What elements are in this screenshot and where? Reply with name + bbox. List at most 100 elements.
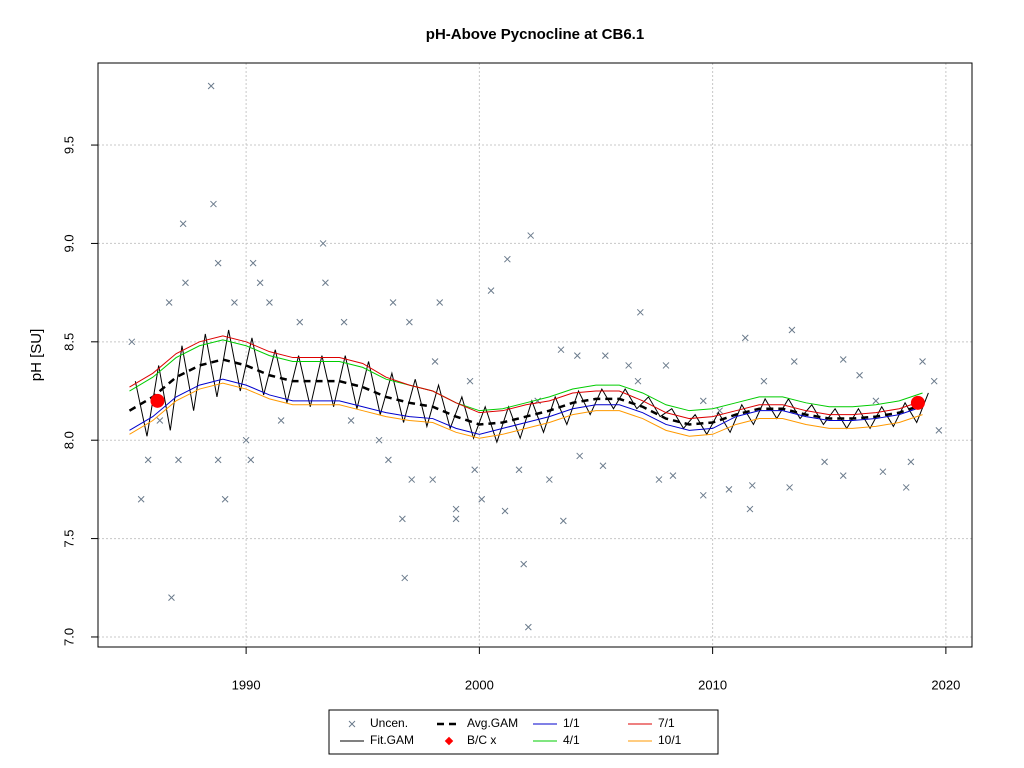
y-axis-label: pH [SU] bbox=[28, 329, 45, 382]
data-point bbox=[296, 318, 304, 326]
legend-label: Avg.GAM bbox=[467, 716, 518, 730]
series-line bbox=[129, 339, 923, 412]
data-point bbox=[699, 397, 707, 405]
legend-swatch bbox=[444, 736, 454, 746]
data-point bbox=[487, 287, 495, 295]
data-point bbox=[401, 574, 409, 582]
data-point bbox=[231, 299, 238, 306]
data-point bbox=[436, 299, 444, 306]
data-point bbox=[786, 484, 793, 491]
data-point bbox=[452, 505, 460, 513]
data-point bbox=[856, 371, 863, 379]
data-point bbox=[599, 462, 607, 470]
data-point bbox=[573, 352, 581, 359]
series-line bbox=[129, 335, 923, 420]
data-point bbox=[322, 279, 329, 287]
data-point bbox=[452, 515, 460, 523]
y-tick-label: 8.0 bbox=[61, 431, 76, 449]
data-point bbox=[576, 452, 584, 460]
y-tick-label: 7.0 bbox=[61, 628, 76, 646]
x-tick-label: 2020 bbox=[931, 677, 960, 692]
data-point bbox=[137, 495, 145, 503]
data-point bbox=[520, 560, 528, 568]
chart-title: pH-Above Pycnocline at CB6.1 bbox=[426, 26, 644, 43]
data-point bbox=[725, 486, 733, 493]
data-point bbox=[266, 299, 273, 306]
legend-label: Uncen. bbox=[370, 716, 408, 730]
y-tick-label: 7.5 bbox=[61, 530, 76, 548]
y-tick-label: 9.0 bbox=[61, 234, 76, 252]
data-point bbox=[399, 515, 406, 523]
data-point bbox=[902, 484, 910, 491]
data-point bbox=[559, 517, 567, 525]
data-point bbox=[879, 468, 887, 476]
data-point bbox=[699, 491, 707, 499]
data-point bbox=[408, 476, 416, 483]
data-point bbox=[385, 456, 392, 464]
legend-swatch bbox=[348, 720, 356, 728]
data-point bbox=[221, 495, 229, 503]
data-point bbox=[277, 417, 285, 424]
legend-label: 4/1 bbox=[563, 733, 580, 747]
data-point bbox=[919, 358, 926, 365]
data-point bbox=[625, 362, 633, 369]
data-point bbox=[634, 377, 642, 385]
data-point bbox=[872, 397, 880, 405]
x-tick-label: 2000 bbox=[465, 677, 494, 692]
data-point bbox=[821, 458, 828, 466]
series-line bbox=[128, 358, 923, 426]
y-tick-label: 9.5 bbox=[61, 136, 76, 154]
data-point bbox=[182, 279, 189, 287]
data-point bbox=[207, 82, 215, 90]
data-point bbox=[601, 352, 609, 359]
data-point bbox=[662, 362, 670, 369]
legend-label: 7/1 bbox=[658, 716, 675, 730]
data-point bbox=[930, 377, 938, 385]
data-point bbox=[669, 472, 677, 479]
data-point bbox=[636, 308, 644, 316]
data-point bbox=[515, 466, 523, 474]
data-point bbox=[748, 482, 756, 489]
data-point bbox=[557, 346, 565, 354]
plot-frame bbox=[97, 62, 973, 648]
data-point bbox=[340, 318, 348, 326]
legend-label: B/C x bbox=[467, 733, 496, 747]
data-point bbox=[406, 318, 413, 326]
data-point bbox=[478, 495, 486, 503]
legend-label: 10/1 bbox=[658, 733, 682, 747]
x-tick-label: 1990 bbox=[232, 677, 261, 692]
data-point bbox=[524, 623, 532, 631]
data-point bbox=[655, 476, 663, 483]
data-point bbox=[466, 377, 474, 385]
data-point bbox=[907, 458, 915, 466]
data-point bbox=[175, 456, 182, 464]
series-line bbox=[129, 382, 923, 439]
data-point bbox=[247, 456, 255, 464]
data-point bbox=[389, 299, 397, 306]
data-point bbox=[256, 279, 264, 287]
data-point bbox=[501, 507, 509, 515]
y-tick-label: 8.5 bbox=[61, 333, 76, 351]
data-point bbox=[128, 338, 136, 346]
legend-box bbox=[328, 709, 719, 755]
data-point bbox=[429, 476, 437, 483]
data-point bbox=[214, 456, 222, 464]
series-line bbox=[129, 378, 923, 435]
data-point bbox=[790, 358, 798, 365]
data-point bbox=[165, 299, 173, 306]
data-point bbox=[431, 358, 439, 365]
data-point bbox=[347, 417, 355, 424]
data-point bbox=[210, 200, 217, 208]
data-point bbox=[179, 220, 187, 228]
data-point bbox=[319, 240, 327, 247]
data-point bbox=[242, 436, 250, 444]
data-point bbox=[144, 456, 152, 464]
data-point bbox=[760, 377, 768, 385]
data-point bbox=[935, 427, 943, 434]
data-point bbox=[150, 393, 165, 408]
legend-label: 1/1 bbox=[563, 716, 580, 730]
x-tick-label: 2010 bbox=[698, 677, 727, 692]
data-point bbox=[471, 466, 479, 474]
legend-label: Fit.GAM bbox=[370, 733, 414, 747]
